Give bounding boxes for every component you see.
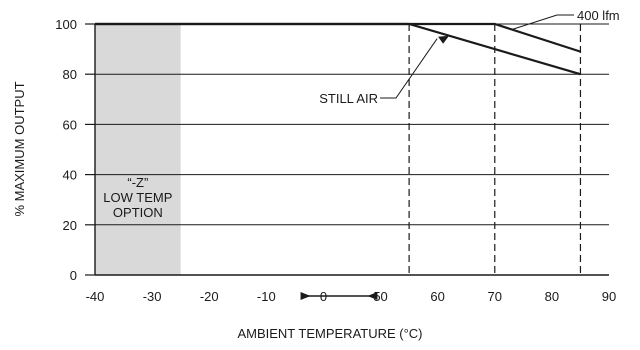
- x-tick-label: 70: [488, 289, 502, 304]
- series-leader-line: [511, 14, 574, 30]
- series-label: STILL AIR: [319, 91, 378, 106]
- series-leader-arrowhead: [438, 35, 450, 44]
- x-tick-label: 90: [602, 289, 616, 304]
- series-label: 400 lfm: [577, 8, 620, 23]
- x-tick-label: -20: [200, 289, 219, 304]
- low-temp-label-line: OPTION: [113, 205, 163, 220]
- series-leader-line: [380, 38, 438, 99]
- x-tick-label: -10: [257, 289, 276, 304]
- low-temp-label-line: “-Z”: [127, 175, 148, 190]
- axis-break-arrow-right: [300, 292, 311, 300]
- x-tick-label: -30: [143, 289, 162, 304]
- x-tick-label: 60: [430, 289, 444, 304]
- y-tick-label: 100: [55, 17, 77, 32]
- y-tick-label: 60: [63, 117, 77, 132]
- series-line: [95, 22, 581, 53]
- x-axis-label: AMBIENT TEMPERATURE (°C): [237, 326, 422, 341]
- label-layer: STILL AIR 400 lfm: [319, 8, 619, 106]
- x-tick-label: 80: [545, 289, 559, 304]
- y-axis-label: % MAXIMUM OUTPUT: [12, 81, 27, 216]
- y-tick-label: 80: [63, 67, 77, 82]
- guide-layer: [408, 24, 582, 275]
- low-temp-label-line: LOW TEMP: [103, 190, 172, 205]
- series-layer: [95, 22, 581, 76]
- low-temp-region: [95, 24, 181, 275]
- axis-break-arrow-left: [367, 292, 378, 300]
- y-tick-label: 20: [63, 218, 77, 233]
- y-tick-label: 40: [63, 168, 77, 183]
- x-tick-label: -40: [86, 289, 105, 304]
- y-tick-label: 0: [70, 268, 77, 283]
